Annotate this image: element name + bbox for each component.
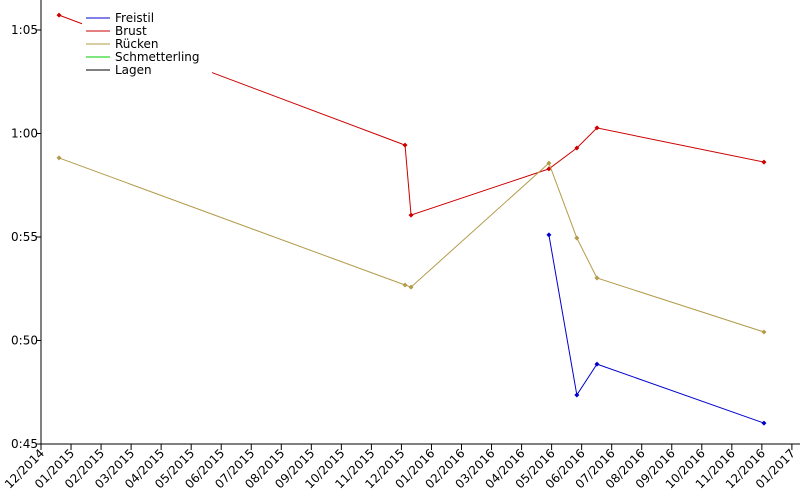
point <box>761 329 767 335</box>
y-tick-label: 0:55 <box>11 230 38 244</box>
point <box>574 392 580 398</box>
point <box>594 125 600 131</box>
point <box>574 145 580 151</box>
point <box>761 159 767 165</box>
point <box>402 282 408 288</box>
point <box>574 235 580 241</box>
legend-label: Brust <box>115 24 147 38</box>
legend-label: Lagen <box>115 63 152 77</box>
point <box>546 160 552 166</box>
point <box>594 361 600 367</box>
series-line <box>548 234 765 424</box>
point <box>56 155 62 161</box>
legend-label: Freistil <box>115 11 154 25</box>
point <box>546 232 552 238</box>
point <box>594 275 600 281</box>
point <box>408 284 414 290</box>
y-tick-label: 0:45 <box>11 437 38 451</box>
y-tick-label: 1:05 <box>11 23 38 37</box>
y-tick-label: 1:00 <box>11 127 38 141</box>
point <box>56 12 62 18</box>
legend-label: Rücken <box>115 37 159 51</box>
series-line <box>58 157 765 333</box>
legend-label: Schmetterling <box>115 50 200 64</box>
y-tick-label: 0:50 <box>11 334 38 348</box>
point <box>402 142 408 148</box>
point <box>761 420 767 426</box>
point <box>408 212 414 218</box>
